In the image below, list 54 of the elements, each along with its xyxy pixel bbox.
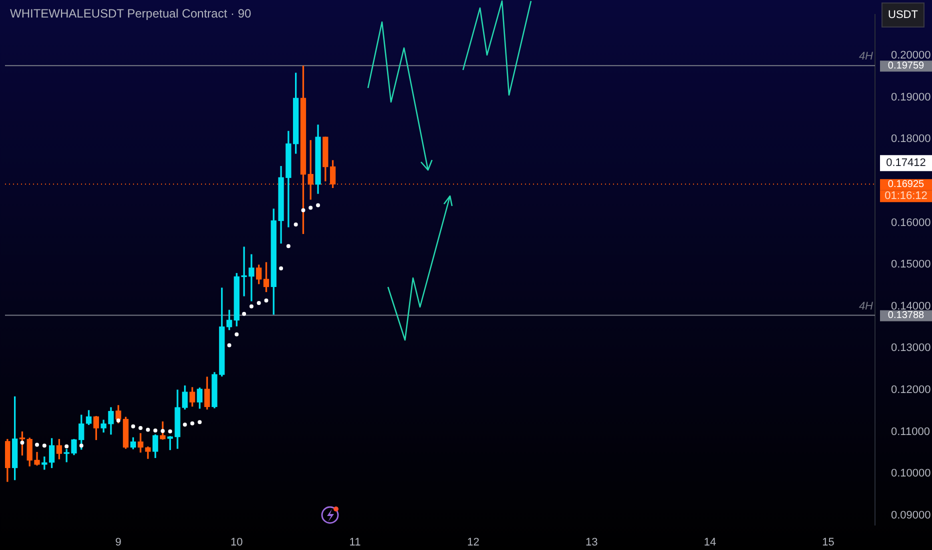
x-tick-label: 14 (704, 536, 716, 549)
point (242, 312, 246, 316)
y-tick-label: 0.15000 (891, 258, 931, 271)
annotation: 4H (858, 50, 874, 63)
y-tick-label: 0.14000 (891, 300, 931, 312)
x-tick-label: 15 (822, 536, 834, 549)
point (286, 244, 290, 248)
point (168, 429, 172, 434)
chart-title: WHITEWHALEUSDT Perpetual Contract · 90 (10, 6, 252, 20)
text: 01:16:12 (884, 190, 928, 202)
point (256, 301, 261, 306)
y-tick-label: 0.20000 (891, 50, 931, 62)
point (42, 444, 46, 448)
point (64, 444, 69, 448)
point (160, 428, 165, 433)
text: USDT (888, 9, 918, 22)
point (190, 421, 194, 426)
y-tick-label: 0.09000 (891, 509, 931, 522)
y-tick-label: 0.11000 (891, 426, 930, 438)
text: 0.17412 (886, 157, 926, 170)
point (153, 428, 158, 433)
point (138, 426, 143, 430)
x-tick-label: 10 (230, 536, 243, 549)
x-tick-label: 13 (586, 536, 598, 549)
x-tick-label: 12 (467, 536, 480, 549)
ref-line-label: 0.19759 (888, 60, 925, 72)
x-tick-label: 9 (115, 536, 122, 549)
point (182, 422, 187, 427)
point (279, 266, 284, 270)
x-tick-label: 11 (349, 536, 361, 549)
point (116, 418, 120, 422)
point (264, 298, 268, 303)
point (234, 332, 239, 336)
point (131, 424, 136, 428)
point (198, 420, 202, 424)
point (316, 203, 320, 208)
annotation: 4H (858, 300, 874, 312)
y-tick-label: 0.16000 (891, 216, 931, 229)
ref-line-label: 0.13788 (888, 310, 925, 321)
point (146, 428, 150, 432)
ref-line-label: 0.16925 (888, 178, 925, 190)
y-tick-label: 0.10000 (891, 468, 931, 480)
y-tick-label: 0.18000 (891, 133, 931, 146)
y-tick-label: 0.13000 (891, 342, 931, 354)
point (227, 343, 232, 348)
y-tick-label: 0.12000 (891, 384, 931, 396)
point (20, 440, 24, 445)
point (35, 442, 40, 447)
y-tick-label: 0.19000 (891, 91, 931, 104)
point (249, 304, 254, 308)
point (308, 206, 313, 210)
point (79, 444, 84, 448)
point (294, 222, 298, 226)
point (301, 208, 306, 212)
